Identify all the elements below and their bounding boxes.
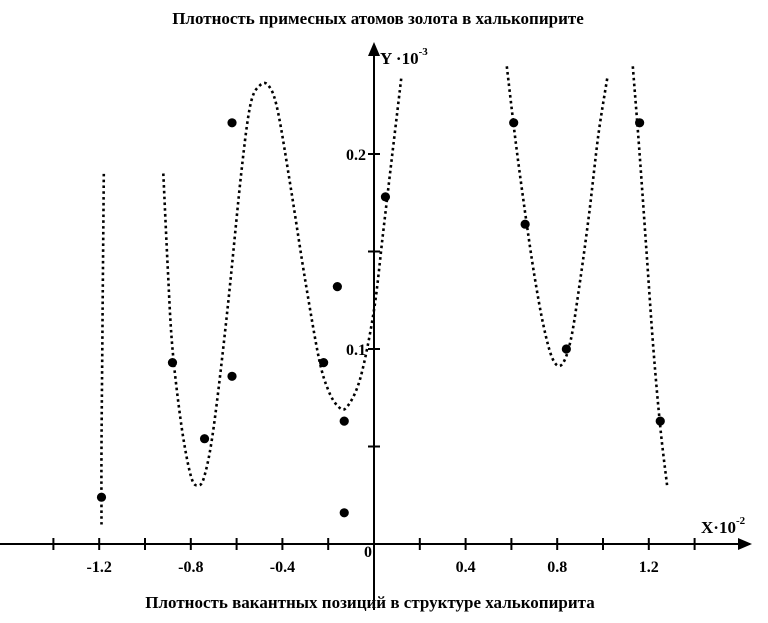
x-tick-label: -0.4 [270,559,295,576]
data-point [339,416,349,426]
y-tick-label: 0.1 [346,342,366,359]
data-point [227,118,237,128]
x-tick-label: 0.4 [456,559,476,576]
data-point [561,344,571,354]
y-axis-name: Y [380,49,392,68]
data-point [509,118,519,128]
y-axis-arrow [368,42,380,56]
x-axis-label: X·10-2 [701,515,746,537]
data-points [96,118,665,518]
fit-curve-segment [100,173,106,525]
fitted-curves [100,66,669,525]
data-point [520,219,530,229]
data-point [339,508,349,518]
x-tick-label: 0 [364,544,372,561]
axes [0,42,752,610]
data-point [380,192,391,202]
x-tick-label: 0.8 [547,559,567,576]
x-axis-multiplier: ·10 [713,518,736,537]
fit-curve-segment [162,75,403,487]
data-point [167,358,178,368]
data-point [332,282,342,292]
y-tick-label: 0.2 [346,147,366,164]
data-point [319,358,329,368]
y-axis-exponent: -3 [419,46,429,58]
data-point [635,118,645,128]
x-axis-arrow [738,538,752,550]
y-axis-multiplier: ·10 [392,49,419,68]
chart-title: Плотность примесных атомов золота в халь… [172,9,584,28]
data-point [96,492,107,502]
data-point [227,371,237,381]
y-axis-label: Y ·10-3 [380,46,428,68]
tick-labels: -1.2 -0.8 -0.4 0 0.4 0.8 1.2 0.1 0.2 [87,147,659,576]
x-tick-label: -1.2 [87,559,112,576]
x-axis-name: X [701,518,714,537]
fit-curve-segment [505,66,609,368]
x-axis-exponent: -2 [736,515,746,527]
x-axis-title: Плотность вакантных позиций в структуре … [145,593,595,612]
fit-curve-segment [631,66,669,486]
data-point [655,416,665,426]
data-point [199,434,210,444]
x-tick-label: -0.8 [178,559,203,576]
x-tick-label: 1.2 [639,559,659,576]
